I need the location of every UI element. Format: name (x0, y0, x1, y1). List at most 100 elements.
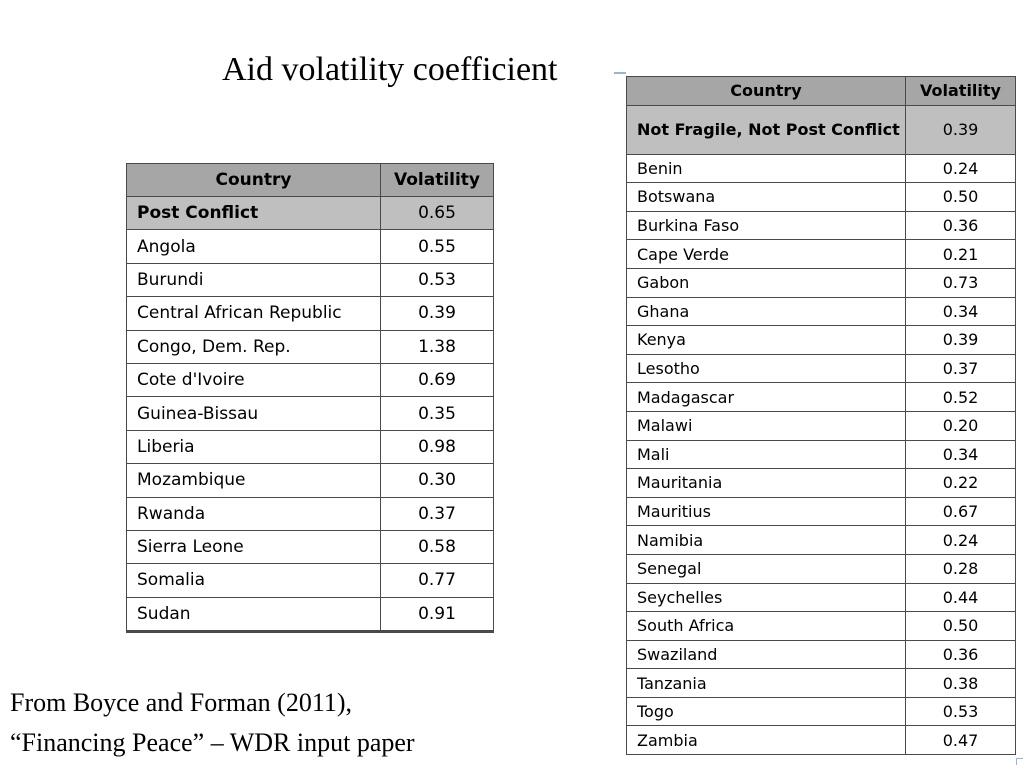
table-row: Benin 0.24 (626, 153, 1016, 184)
source-line-1: From Boyce and Forman (2011), (10, 688, 353, 717)
table-row: Lesotho 0.37 (626, 353, 1016, 384)
volatility-cell: 0.50 (905, 182, 1016, 212)
table-row: Zambia 0.47 (626, 725, 1016, 756)
table-row: Botswana 0.50 (626, 182, 1016, 212)
country-header: Country (626, 76, 906, 106)
country-cell: Togo (626, 696, 906, 727)
group-row: Post Conflict 0.65 (126, 195, 494, 231)
table-row: Togo 0.53 (626, 696, 1016, 727)
slide-title: Aid volatility coefficient (222, 51, 558, 88)
volatility-header: Volatility (380, 163, 494, 197)
table-row: Burkina Faso 0.36 (626, 210, 1016, 241)
table-header-row: Country Volatility (126, 163, 494, 197)
table-row: Gabon 0.73 (626, 267, 1016, 298)
post-conflict-table: Country Volatility Post Conflict 0.65 An… (126, 163, 494, 634)
group-label: Not Fragile, Not Post Conflict (626, 104, 906, 155)
table-row: Namibia 0.24 (626, 525, 1016, 555)
volatility-cell: 0.52 (905, 382, 1016, 412)
table-row: Ghana 0.34 (626, 296, 1016, 327)
table-row: Cape Verde 0.21 (626, 239, 1016, 269)
country-cell: Sudan (126, 596, 381, 633)
volatility-cell: 1.38 (380, 329, 494, 364)
volatility-cell: 0.38 (905, 668, 1016, 698)
country-cell: Cape Verde (626, 239, 906, 269)
source-citation: From Boyce and Forman (2011), “Financing… (10, 683, 415, 763)
volatility-cell: 0.34 (905, 439, 1016, 470)
country-cell: Angola (126, 229, 381, 264)
group-value: 0.39 (905, 104, 1016, 155)
table-row: Guinea-Bissau 0.35 (126, 396, 494, 431)
volatility-cell: 0.24 (905, 525, 1016, 555)
placeholder-marker (614, 72, 626, 74)
table-row: Rwanda 0.37 (126, 496, 494, 531)
table-row: South Africa 0.50 (626, 611, 1016, 641)
country-cell: Guinea-Bissau (126, 396, 381, 431)
volatility-cell: 0.34 (905, 296, 1016, 327)
volatility-cell: 0.91 (380, 596, 494, 633)
country-cell: South Africa (626, 611, 906, 641)
volatility-cell: 0.24 (905, 153, 1016, 184)
table-row: Senegal 0.28 (626, 553, 1016, 584)
country-cell: Mauritius (626, 496, 906, 527)
table-row: Seychelles 0.44 (626, 582, 1016, 613)
corner-marker (1016, 758, 1023, 765)
volatility-cell: 0.73 (905, 267, 1016, 298)
country-cell: Sierra Leone (126, 529, 381, 565)
country-cell: Mali (626, 439, 906, 470)
country-cell: Somalia (126, 563, 381, 598)
volatility-cell: 0.55 (380, 229, 494, 264)
table-row: Somalia 0.77 (126, 563, 494, 598)
table-row: Cote d'Ivoire 0.69 (126, 362, 494, 398)
volatility-cell: 0.47 (905, 725, 1016, 756)
table-row: Malawi 0.20 (626, 410, 1016, 441)
country-cell: Zambia (626, 725, 906, 756)
country-cell: Mozambique (126, 463, 381, 498)
volatility-header: Volatility (905, 76, 1016, 106)
table-row: Angola 0.55 (126, 229, 494, 264)
table-header-row: Country Volatility (626, 76, 1016, 106)
volatility-cell: 0.39 (905, 325, 1016, 355)
country-cell: Mauritania (626, 468, 906, 498)
country-header: Country (126, 163, 381, 197)
volatility-cell: 0.44 (905, 582, 1016, 613)
volatility-cell: 0.37 (380, 496, 494, 531)
table-row: Swaziland 0.36 (626, 639, 1016, 670)
volatility-cell: 0.77 (380, 563, 494, 598)
country-cell: Botswana (626, 182, 906, 212)
table-row: Mauritania 0.22 (626, 468, 1016, 498)
country-cell: Central African Republic (126, 296, 381, 331)
volatility-cell: 0.53 (380, 262, 494, 298)
volatility-cell: 0.53 (905, 696, 1016, 727)
volatility-cell: 0.39 (380, 296, 494, 331)
table-row: Madagascar 0.52 (626, 382, 1016, 412)
country-cell: Burundi (126, 262, 381, 298)
country-cell: Congo, Dem. Rep. (126, 329, 381, 364)
country-cell: Gabon (626, 267, 906, 298)
volatility-cell: 0.50 (905, 611, 1016, 641)
country-cell: Lesotho (626, 353, 906, 384)
group-row: Not Fragile, Not Post Conflict 0.39 (626, 104, 1016, 155)
country-cell: Cote d'Ivoire (126, 362, 381, 398)
group-value: 0.65 (380, 195, 494, 231)
country-cell: Ghana (626, 296, 906, 327)
country-cell: Liberia (126, 429, 381, 465)
volatility-cell: 0.37 (905, 353, 1016, 384)
country-cell: Swaziland (626, 639, 906, 670)
volatility-cell: 0.35 (380, 396, 494, 431)
table-row: Mali 0.34 (626, 439, 1016, 470)
country-cell: Senegal (626, 553, 906, 584)
table-row: Burundi 0.53 (126, 262, 494, 298)
volatility-cell: 0.98 (380, 429, 494, 465)
country-cell: Tanzania (626, 668, 906, 698)
volatility-cell: 0.22 (905, 468, 1016, 498)
country-cell: Rwanda (126, 496, 381, 531)
table-row: Liberia 0.98 (126, 429, 494, 465)
not-fragile-table: Country Volatility Not Fragile, Not Post… (626, 76, 1016, 756)
volatility-cell: 0.36 (905, 210, 1016, 241)
country-cell: Benin (626, 153, 906, 184)
volatility-cell: 0.36 (905, 639, 1016, 670)
table-row: Mauritius 0.67 (626, 496, 1016, 527)
volatility-cell: 0.28 (905, 553, 1016, 584)
source-line-2: “Financing Peace” – WDR input paper (10, 728, 415, 757)
country-cell: Kenya (626, 325, 906, 355)
